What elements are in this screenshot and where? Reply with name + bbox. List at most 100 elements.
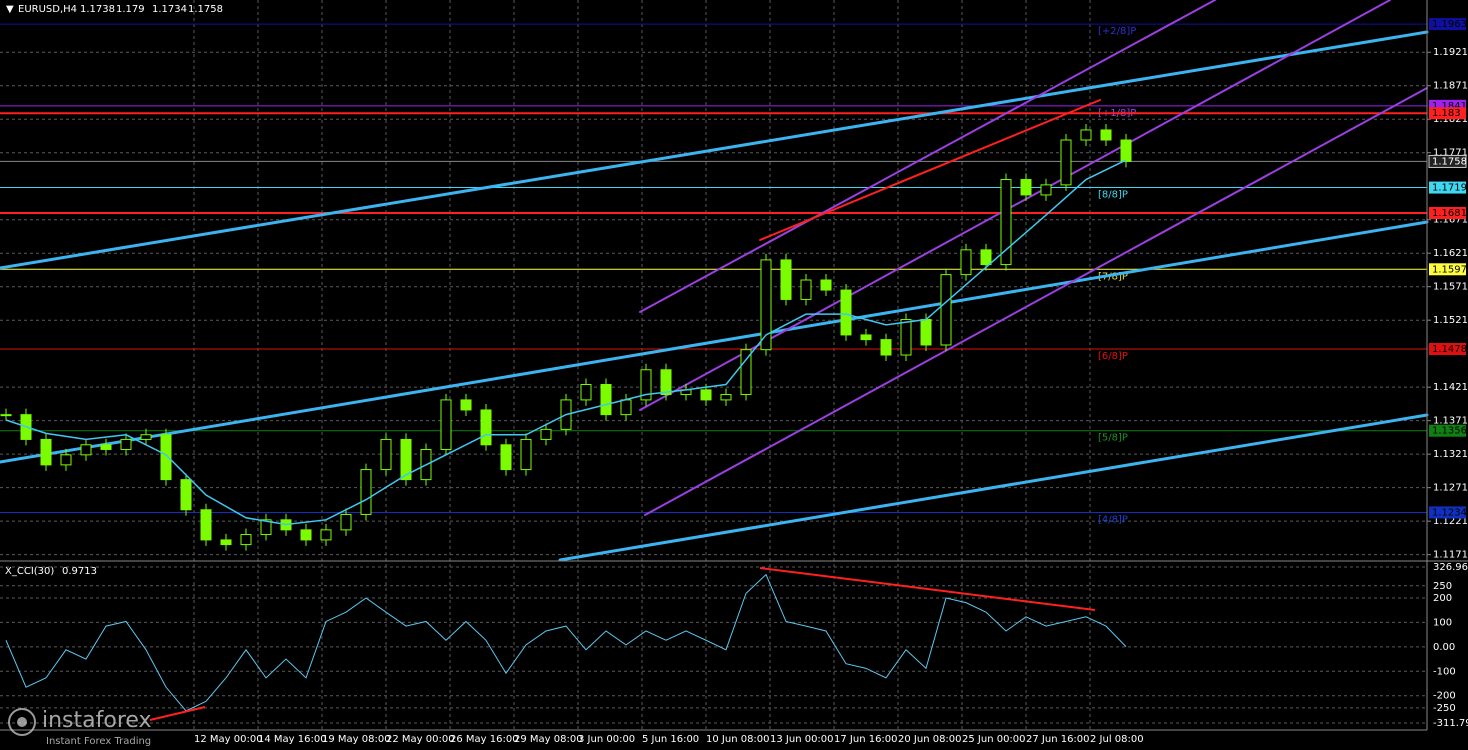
- y-tick-label: -250: [1433, 703, 1456, 714]
- x-tick-label: 22 May 00:00: [386, 734, 455, 745]
- candle: [400, 438, 412, 481]
- candle: [160, 434, 172, 481]
- y-tick-label: 200: [1433, 593, 1452, 604]
- candle: [100, 444, 112, 450]
- candle: [580, 383, 592, 401]
- murray-label: [8/8]P: [1098, 190, 1128, 201]
- candle: [220, 539, 232, 546]
- y-tick-label: 250: [1433, 581, 1452, 592]
- level-label-bg: [1429, 181, 1466, 194]
- candle: [1040, 184, 1052, 196]
- candle: [1000, 179, 1012, 266]
- tagline: Instant Forex Trading: [46, 736, 151, 747]
- candle: [40, 438, 52, 466]
- watermark: instaforex Instant Forex Trading: [8, 708, 152, 747]
- y-tick-label: 1.1371: [1433, 416, 1468, 427]
- candle: [340, 513, 352, 531]
- candle: [900, 319, 912, 356]
- candle: [700, 389, 712, 401]
- candle: [880, 339, 892, 356]
- price-label-bg: [1428, 154, 1467, 168]
- ohlc-value: 1.1758: [188, 4, 223, 15]
- y-tick-label: 1.1271: [1433, 483, 1468, 494]
- candle: [460, 399, 472, 411]
- y-tick-label: 1.1821: [1433, 114, 1468, 125]
- candle: [240, 534, 252, 546]
- candle: [960, 249, 972, 276]
- ohlc-value: 1.179: [116, 4, 145, 15]
- candle: [480, 409, 492, 446]
- candle: [60, 454, 72, 466]
- y-tick-label: 1.1171: [1433, 550, 1468, 561]
- candle: [1060, 139, 1072, 186]
- chart-title: EURUSD,H4: [18, 4, 77, 15]
- level-label-bg: [1429, 207, 1466, 220]
- candle: [80, 444, 92, 456]
- trend-line: [0, 220, 1429, 464]
- triangle: ▼: [6, 4, 14, 15]
- logo-icon: [17, 717, 27, 727]
- trend-line: [558, 413, 1429, 562]
- price-series: [0, 123, 1132, 551]
- level-label-bg: [1429, 424, 1466, 437]
- candle: [800, 279, 812, 300]
- channel-line: [639, 0, 1216, 313]
- level-label: 1.1681: [1432, 208, 1467, 219]
- cci-line: [5, 573, 1127, 712]
- x-tick-label: 29 May 08:00: [514, 734, 583, 745]
- candle: [260, 519, 272, 536]
- level-label: 1.1478: [1432, 344, 1467, 355]
- candle: [140, 434, 152, 440]
- candle: [380, 438, 392, 471]
- y-tick-label: 326.9647: [1433, 562, 1468, 573]
- candle: [120, 438, 132, 450]
- channel-line: [644, 87, 1428, 516]
- y-tick-label: -100: [1433, 666, 1456, 677]
- y-tick-label: 1.1521: [1433, 315, 1468, 326]
- ohlc-value: 1.1734: [152, 4, 187, 15]
- x-tick-label: 17 Jun 16:00: [834, 734, 898, 745]
- x-tick-label: 14 May 16:00: [258, 734, 327, 745]
- candle: [200, 509, 212, 541]
- candle: [180, 479, 192, 511]
- murray-label: [7/8]P: [1098, 271, 1128, 282]
- candle: [320, 529, 332, 541]
- murray-label: [4/8]P: [1098, 514, 1128, 525]
- y-tick-label: 1.1771: [1433, 148, 1468, 159]
- candle: [840, 289, 852, 336]
- brand: instaforex: [42, 708, 152, 733]
- indicator-title: X_CCI(30): [5, 566, 54, 577]
- x-tick-label: 19 May 08:00: [322, 734, 391, 745]
- candle: [720, 394, 732, 401]
- candle: [520, 438, 532, 471]
- level-label: 1.1597: [1432, 264, 1467, 275]
- x-tick-label: 12 May 00:00: [194, 734, 263, 745]
- candle: [540, 428, 552, 440]
- moving-average: [5, 159, 1127, 526]
- x-tick-label: 10 Jun 08:00: [706, 734, 770, 745]
- y-tick-label: 1.1421: [1433, 382, 1468, 393]
- ohlc-value: 1.1738: [80, 4, 115, 15]
- level-label-bg: [1429, 342, 1466, 355]
- level-label: 1.1719: [1432, 183, 1467, 194]
- x-tick-label: 2 Jul 08:00: [1090, 734, 1144, 745]
- candle: [820, 279, 832, 291]
- candle: [300, 529, 312, 541]
- y-tick-label: 1.1871: [1433, 81, 1468, 92]
- y-tick-label: -200: [1433, 691, 1456, 702]
- x-tick-label: 13 Jun 00:00: [770, 734, 834, 745]
- candle: [920, 319, 932, 346]
- level-label: 1.1356: [1432, 426, 1467, 437]
- y-tick-label: 1.1921: [1433, 47, 1468, 58]
- divergence-line: [759, 567, 1096, 611]
- level-label: 1.1841: [1432, 101, 1467, 112]
- indicator-value: 0.9713: [62, 566, 97, 577]
- divergence-line: [149, 706, 206, 721]
- x-tick-label: 3 Jun 00:00: [578, 734, 635, 745]
- levels: [+2/8]P[+1/8]P[8/8]P[7/8]P[6/8]P[5/8]P[4…: [0, 23, 1427, 525]
- y-tick-label: 1.1571: [1433, 282, 1468, 293]
- candle: [740, 349, 752, 396]
- level-label-bg: [1429, 263, 1466, 276]
